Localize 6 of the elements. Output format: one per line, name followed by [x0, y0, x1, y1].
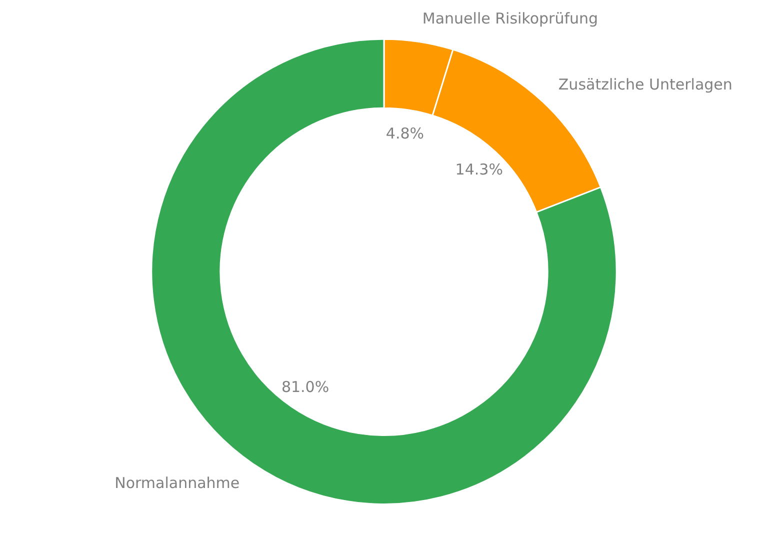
- slice-label: Normalannahme: [114, 474, 240, 492]
- data-label: 81.0%: [281, 378, 330, 396]
- data-label: 4.8%: [386, 124, 424, 143]
- data-label: 14.3%: [455, 160, 503, 179]
- slice-label: Zusätzliche Unterlagen: [558, 75, 732, 94]
- slice-label: Manuelle Risikoprüfung: [422, 10, 598, 28]
